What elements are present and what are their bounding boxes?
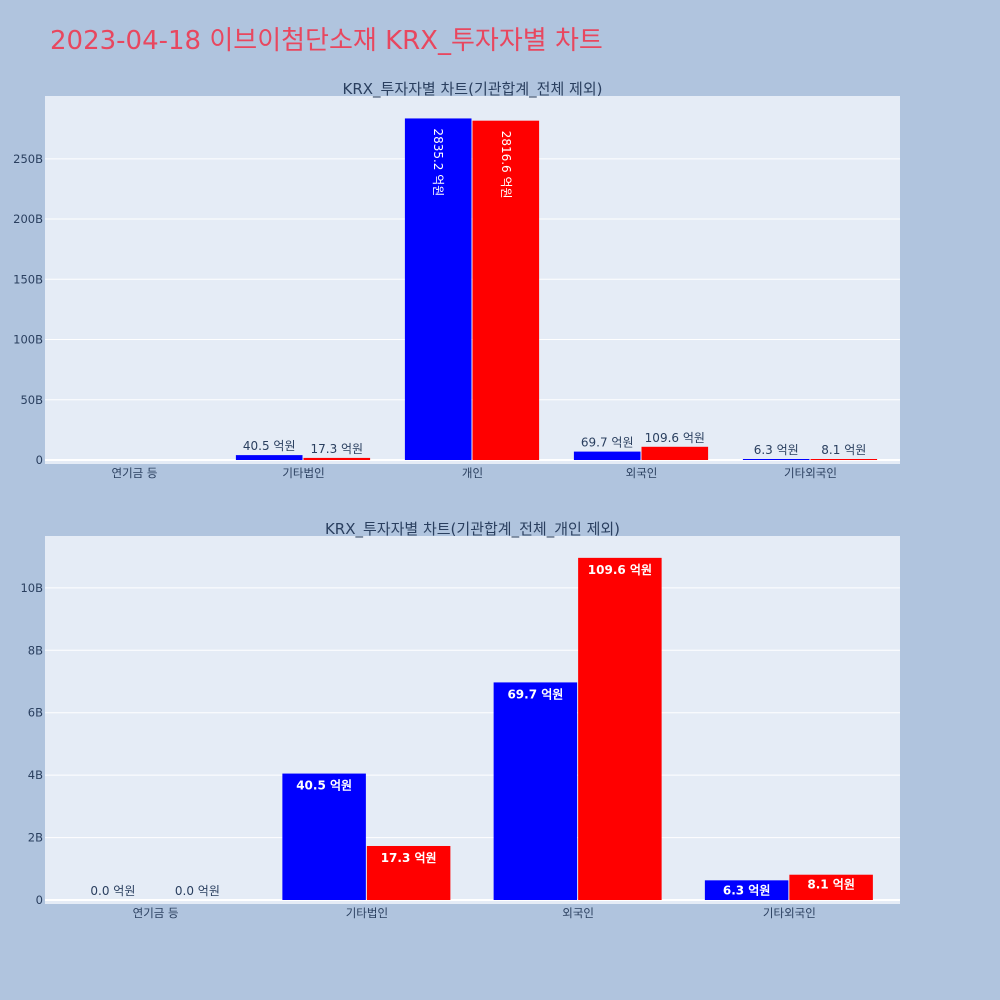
data-label: 8.1 억원	[807, 878, 855, 892]
y-tick-label: 150B	[13, 272, 43, 286]
y-tick-label: 2B	[28, 831, 43, 845]
data-label: 6.3 억원	[754, 443, 799, 457]
bar	[578, 557, 662, 900]
y-tick-label: 250B	[13, 152, 43, 166]
x-tick-label: 기타법인	[346, 906, 388, 920]
data-label: 69.7 억원	[507, 687, 563, 701]
data-label: 8.1 억원	[821, 443, 866, 457]
plot-area	[45, 536, 900, 904]
subplot-title: KRX_투자자별 차트(기관합계_전체_개인 제외)	[325, 520, 620, 539]
x-tick-label: 외국인	[626, 466, 658, 480]
chart-top: 0 50B 100B 150B 200B 250B KRX_투자자별 차트(기관합계_전체 …	[13, 80, 900, 480]
data-label: 2816.6 억원	[499, 131, 513, 199]
data-label: 17.3 억원	[381, 851, 437, 865]
chart-bottom: 0 2B 4B 6B 8B 10B KRX_투자자별 차트(기관합계_전체_개인 제외) 연기…	[20, 520, 900, 920]
page-title: 2023-04-18 이브이첨단소재 KRX_투자자별 차트	[50, 26, 603, 56]
y-tick-label: 10B	[20, 581, 43, 595]
y-tick-label: 6B	[28, 706, 43, 720]
y-tick-label: 50B	[20, 393, 43, 407]
data-label: 109.6 억원	[588, 563, 652, 577]
bar	[704, 880, 789, 900]
x-tick-label: 기타법인	[282, 466, 324, 480]
x-tick-label: 개인	[462, 466, 483, 480]
x-tick-label: 기타외국인	[784, 466, 837, 480]
bar	[282, 773, 366, 900]
y-tick-label: 0	[36, 893, 43, 907]
data-label: 2835.2 억원	[431, 128, 445, 196]
subplot-title: KRX_투자자별 차트(기관합계_전체 제외)	[343, 80, 603, 99]
y-tick-label: 4B	[28, 768, 43, 782]
bar	[573, 451, 641, 460]
data-label: 0.0 억원	[175, 884, 220, 898]
data-label: 69.7 억원	[581, 436, 634, 450]
data-label: 40.5 억원	[243, 439, 296, 453]
bar	[303, 457, 371, 460]
y-tick-label: 8B	[28, 643, 43, 657]
bar	[404, 118, 472, 460]
bar	[493, 682, 578, 900]
data-label: 17.3 억원	[310, 442, 363, 456]
bar	[789, 874, 873, 900]
bar	[810, 459, 878, 460]
data-label: 6.3 억원	[723, 883, 771, 897]
bar	[472, 120, 540, 461]
x-tick-label: 기타외국인	[763, 906, 816, 920]
y-tick-label: 0	[36, 453, 43, 467]
data-label: 109.6 억원	[645, 431, 705, 445]
bar	[366, 845, 451, 900]
bar	[641, 446, 709, 460]
data-label: 0.0 억원	[90, 884, 135, 898]
x-tick-label: 연기금 등	[112, 466, 158, 480]
y-tick-label: 100B	[13, 333, 43, 347]
bar	[742, 459, 810, 460]
x-tick-label: 연기금 등	[133, 906, 179, 920]
bar	[235, 455, 303, 460]
data-label: 40.5 억원	[296, 779, 352, 793]
y-tick-label: 200B	[13, 212, 43, 226]
x-tick-label: 외국인	[562, 906, 594, 920]
